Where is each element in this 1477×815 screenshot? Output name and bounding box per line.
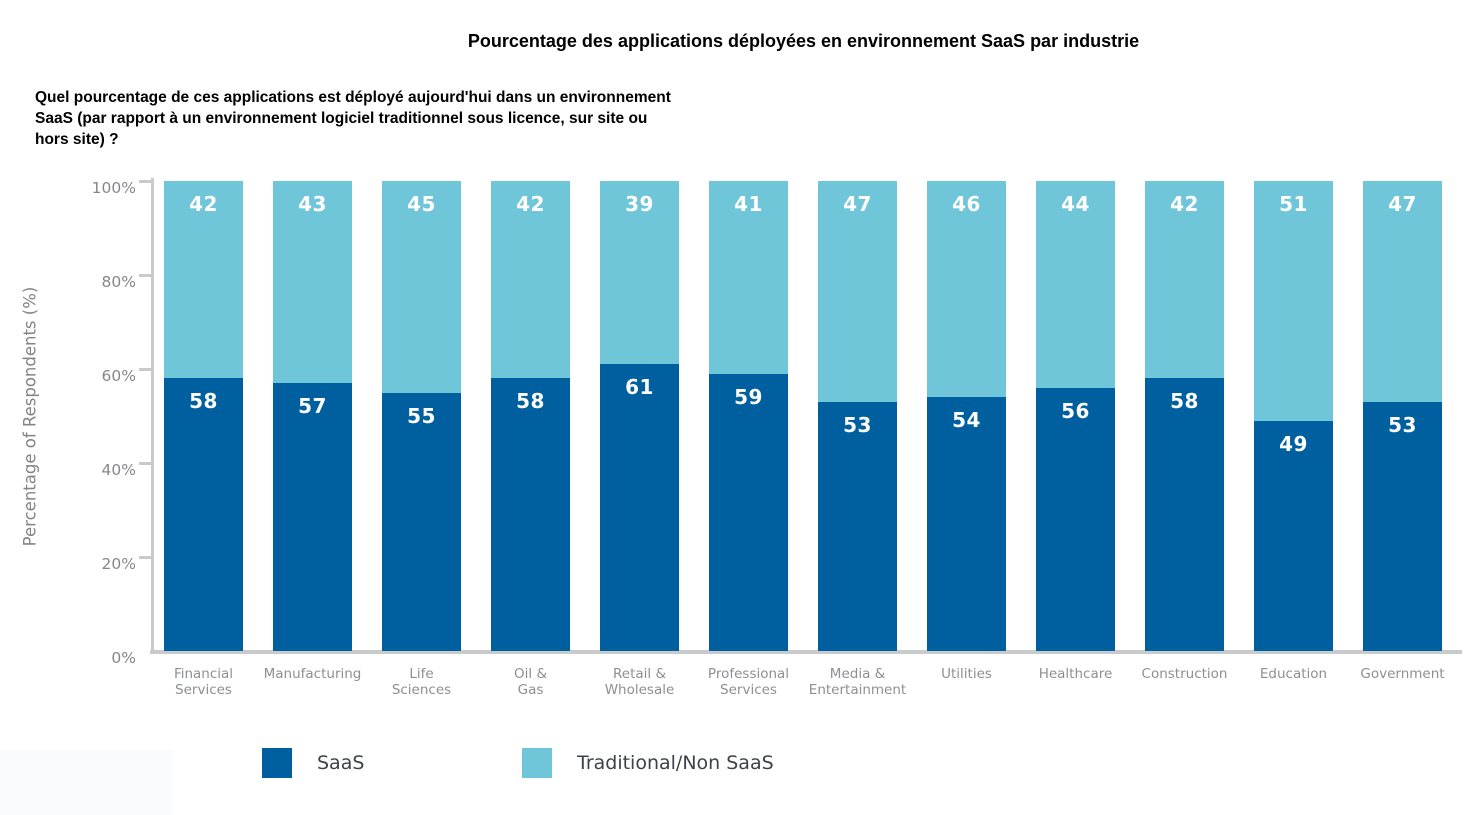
x-axis-label: Life Sciences: [391, 666, 452, 698]
legend-label-saas: SaaS: [317, 752, 365, 774]
bar-segment-saas[interactable]: 57: [273, 383, 352, 651]
bar-group: 41 59: [709, 181, 788, 651]
bar-segment-traditional[interactable]: 42: [1145, 181, 1224, 379]
y-axis-tick-label: 20%: [101, 555, 136, 573]
bar-segment-traditional[interactable]: 42: [164, 181, 243, 379]
y-axis-tick: [139, 555, 152, 559]
x-axis-label: Professional Services: [707, 666, 790, 698]
bar-value-label: 55: [407, 403, 436, 428]
plot-area: 42 58 43 57 45 55 42 58 39 61 41 59 47 53 46 54 44 56 42 58…: [164, 181, 1442, 651]
bar-segment-saas[interactable]: 59: [709, 373, 788, 651]
chart-subtitle: Quel pourcentage de ces applications est…: [35, 89, 671, 148]
bar-value-label: 43: [298, 192, 327, 216]
bar-segment-traditional[interactable]: 47: [1363, 181, 1442, 402]
bar-value-label: 61: [625, 375, 654, 400]
bar-segment-traditional[interactable]: 51: [1254, 181, 1333, 421]
y-axis-tick: [139, 461, 152, 465]
y-axis-tick: [139, 367, 152, 371]
y-axis-tick-label: 60%: [101, 367, 136, 385]
bar-segment-saas[interactable]: 54: [927, 397, 1006, 651]
bar-value-label: 54: [952, 408, 981, 433]
chart-title: Pourcentage des applications déployées e…: [467, 31, 1140, 51]
bar-group: 45 55: [382, 181, 461, 651]
bar-value-label: 42: [516, 192, 545, 216]
x-axis-label: Construction: [1141, 666, 1228, 682]
bar-value-label: 39: [625, 192, 654, 216]
background-artifact: [0, 750, 172, 815]
bar-value-label: 58: [516, 389, 545, 414]
bar-group: 42 58: [491, 181, 570, 651]
x-axis-label: Financial Services: [173, 666, 234, 698]
bar-segment-saas[interactable]: 56: [1036, 387, 1115, 651]
y-axis-title: Percentage of Respondents (%): [20, 286, 40, 546]
bar-series-container: 42 58 43 57 45 55 42 58 39 61 41 59 47 53 46 54 44 56 42 58…: [164, 181, 1442, 651]
legend-label-traditional: Traditional/Non SaaS: [577, 752, 774, 774]
bar-value-label: 47: [1388, 192, 1417, 216]
bar-group: 42 58: [164, 181, 243, 651]
bar-segment-saas[interactable]: 58: [164, 378, 243, 651]
x-axis-label: Retail & Wholesale: [604, 666, 675, 698]
bar-segment-traditional[interactable]: 43: [273, 181, 352, 384]
bar-segment-saas[interactable]: 53: [1363, 401, 1442, 651]
bar-segment-traditional[interactable]: 41: [709, 181, 788, 374]
bar-value-label: 47: [843, 192, 872, 216]
bar-segment-saas[interactable]: 55: [382, 392, 461, 651]
bar-group: 47 53: [1363, 181, 1442, 651]
x-axis-label: Education: [1259, 666, 1328, 682]
bar-value-label: 51: [1279, 192, 1308, 216]
bar-group: 39 61: [600, 181, 679, 651]
legend-item-saas[interactable]: SaaS: [262, 748, 364, 778]
bar-value-label: 41: [734, 192, 763, 216]
bar-segment-traditional[interactable]: 44: [1036, 181, 1115, 388]
bar-value-label: 53: [843, 412, 872, 437]
bar-segment-traditional[interactable]: 45: [382, 181, 461, 393]
y-axis-tick-label: 100%: [91, 179, 136, 197]
bar-value-label: 59: [734, 384, 763, 409]
bar-group: 43 57: [273, 181, 352, 651]
y-axis-tick: [139, 179, 152, 183]
bar-group: 47 53: [818, 181, 897, 651]
bar-segment-saas[interactable]: 58: [491, 378, 570, 651]
y-axis-tick-label: 40%: [101, 461, 136, 479]
bar-segment-traditional[interactable]: 47: [818, 181, 897, 402]
bar-segment-traditional[interactable]: 46: [927, 181, 1006, 398]
y-axis-tick-label: 80%: [101, 273, 136, 291]
y-axis-tick-label: 0%: [111, 649, 136, 667]
bar-group: 46 54: [927, 181, 1006, 651]
legend-item-traditional[interactable]: Traditional/Non SaaS: [522, 748, 774, 778]
bar-segment-traditional[interactable]: 42: [491, 181, 570, 379]
bar-group: 42 58: [1145, 181, 1224, 651]
bar-value-label: 46: [952, 192, 981, 216]
bar-value-label: 56: [1061, 398, 1090, 423]
bar-value-label: 58: [189, 389, 218, 414]
bar-value-label: 58: [1170, 389, 1199, 414]
y-axis-line: [151, 178, 154, 653]
bar-value-label: 57: [298, 394, 327, 419]
x-axis-label: Oil & Gas: [514, 666, 547, 698]
bar-group: 44 56: [1036, 181, 1115, 651]
bar-segment-traditional[interactable]: 39: [600, 181, 679, 365]
x-axis-label: Utilities: [941, 666, 992, 682]
bar-value-label: 42: [189, 192, 218, 216]
bar-segment-saas[interactable]: 58: [1145, 378, 1224, 651]
bar-value-label: 44: [1061, 192, 1090, 216]
bar-value-label: 49: [1279, 431, 1308, 456]
bar-value-label: 53: [1388, 412, 1417, 437]
x-axis-label: Government: [1360, 666, 1445, 682]
legend-swatch-traditional-icon: [522, 748, 552, 778]
bar-value-label: 45: [407, 192, 436, 216]
bar-segment-saas[interactable]: 53: [818, 401, 897, 651]
y-axis-tick: [139, 273, 152, 277]
bar-group: 51 49: [1254, 181, 1333, 651]
legend-swatch-saas-icon: [262, 748, 292, 778]
bar-segment-saas[interactable]: 61: [600, 364, 679, 651]
x-axis-line: [150, 650, 1462, 654]
x-axis-label: Media & Entertainment: [808, 666, 907, 698]
bar-value-label: 42: [1170, 192, 1199, 216]
x-axis-label: Manufacturing: [263, 666, 362, 682]
bar-segment-saas[interactable]: 49: [1254, 420, 1333, 651]
x-axis-label: Healthcare: [1038, 666, 1113, 682]
